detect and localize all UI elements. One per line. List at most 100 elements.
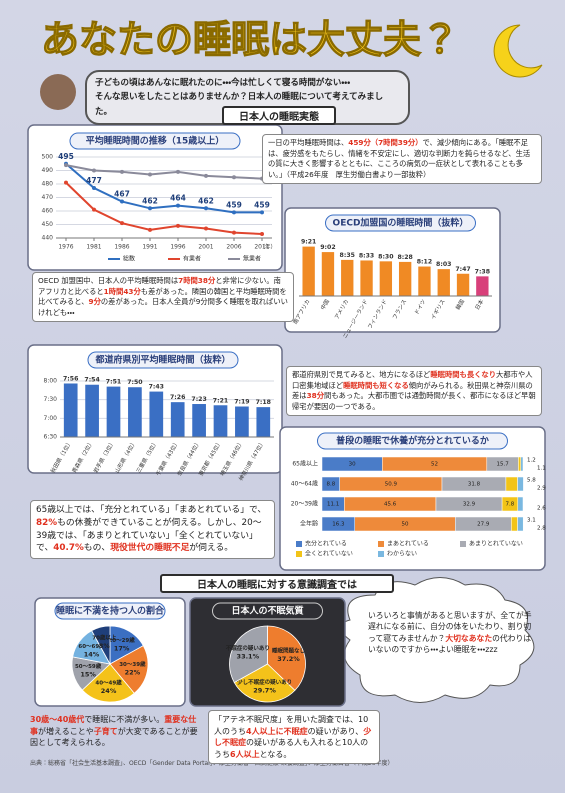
intro-line: そんな思いをしたことはありませんか？日本人の睡眠について考えてみました。 <box>95 92 384 117</box>
emphasis-text: 少し不眠症 <box>214 726 372 748</box>
x-axis-label: （年） <box>259 243 276 251</box>
bar <box>170 402 185 437</box>
body-text: が伺える。 <box>189 543 234 554</box>
data-label: 7:26 <box>170 394 185 401</box>
body-text: の疑いがあり、 <box>307 726 364 736</box>
body-text: の代わりはいないのですから・・・よい睡眠を・・・zzz <box>368 633 532 654</box>
body-text: が大変であることが要因として考えられる。 <box>30 726 198 748</box>
data-label: 50.9 <box>385 482 398 488</box>
bar <box>379 261 393 296</box>
slice-label: 少し不眠症の疑いあり <box>237 678 292 686</box>
data-label: 11.1 <box>327 502 339 508</box>
bar <box>321 252 335 296</box>
note-text: 一日の平均睡眠時間は、459分（7時間39分）で、減少傾向にある。「睡眠不足は、… <box>262 134 542 185</box>
bar <box>63 383 78 437</box>
data-label: 459 <box>226 200 242 209</box>
body-text: 間もあった。大都市圏では通勤時間が長く、都市になるほど早朝帰宅が要因の一つである… <box>292 391 536 411</box>
data-label: 464 <box>170 194 186 203</box>
section-banner: 日本人の睡眠に対する意識調査では <box>160 574 394 593</box>
emphasis-text: 大切なあなた <box>445 633 493 643</box>
legend-swatch <box>296 541 302 547</box>
y-tick-label: 480 <box>42 181 54 188</box>
note-text: 「アテネ不眠尺度」を用いた調査では、10人のうち4人以上に不眠症の疑いがあり、少… <box>208 710 380 765</box>
body-text: もの休養ができていることが伺える。しかし、20〜39歳では、「あまりとれていない… <box>36 517 262 554</box>
data-point <box>92 207 96 212</box>
data-point <box>260 210 264 215</box>
note-text: 30歳〜40歳代で睡眠に不満が多い。重要な仕事が増えることや子育てが大変であるこ… <box>30 714 198 749</box>
bar <box>398 261 412 296</box>
data-point <box>120 169 124 174</box>
data-label: 7:51 <box>106 379 121 386</box>
legend-label: 無業者 <box>243 255 261 263</box>
emphasis-text: 38分 <box>306 391 325 401</box>
data-point <box>260 231 264 236</box>
x-tick-label: 2001 <box>198 244 213 251</box>
body-text: 大都市や人口密集地域ほど <box>292 370 533 390</box>
bar <box>106 386 121 437</box>
bar-segment <box>517 476 524 492</box>
pie-slice <box>81 663 135 703</box>
y-tick-label: 全年齢 <box>300 520 318 528</box>
slice-label: 40〜49歳 <box>95 678 122 686</box>
bar <box>456 273 470 296</box>
data-label: 32.9 <box>463 502 476 508</box>
x-tick-label: 2006 <box>226 244 241 251</box>
note-text: 都道府県別で見てみると、地方になるほど睡眠時間も長くなり大都市や人口密集地域ほど… <box>286 366 542 417</box>
chart-title: 都道府県別平均睡眠時間（抜粋） <box>94 354 230 366</box>
slice-label: 不眠症の疑いあり <box>226 644 270 652</box>
emphasis-text: 現役世代の睡眠不足 <box>110 543 190 554</box>
data-label: 7:38 <box>475 268 490 275</box>
body-text: 65歳以上では、「充分とれている」「まあとれている」で、 <box>36 505 267 515</box>
chart-title: 日本人の不眠気質 <box>231 605 303 617</box>
emphasis-text: 1時間43分 <box>103 286 141 296</box>
body-text: の差があった。日本人全員が9分間多く睡眠を取ればいいけれども・・・ <box>38 297 288 317</box>
y-tick-label: 65歳以上 <box>292 460 318 468</box>
emphasis-text: 睡眠時間も短くなる <box>343 380 409 390</box>
intro-box: 子どもの頃はあんなに眠れたのに・・・今は忙しくて寝る時間がない・・・ そんな思い… <box>85 70 410 126</box>
data-point <box>176 223 180 228</box>
bar <box>341 259 354 296</box>
bar-segment <box>505 476 518 492</box>
slice-label: 睡眠問題なし <box>272 647 306 655</box>
emphasis-text: 459分（7時間39分） <box>348 138 423 147</box>
data-label: 7:19 <box>234 399 249 406</box>
data-label: 30 <box>349 462 356 468</box>
data-label: 33.1% <box>237 652 260 660</box>
bar <box>360 260 373 296</box>
data-label: 7:18 <box>256 399 271 406</box>
bar <box>476 276 489 296</box>
pie-slice <box>229 625 268 684</box>
data-label: 7:21 <box>213 397 228 404</box>
data-label: 7:43 <box>149 384 164 391</box>
moon-icon <box>493 24 543 78</box>
data-label: 31.8 <box>468 482 481 488</box>
intro-line: 子どもの頃はあんなに眠れたのに・・・今は忙しくて寝る時間がない・・・ <box>95 78 351 88</box>
body-text: と非常に少ない。南アフリカと比べると <box>38 276 281 296</box>
y-tick-label: 500 <box>42 154 54 161</box>
x-tick-label: 1981 <box>86 244 101 251</box>
y-tick-label: 470 <box>42 194 54 201</box>
data-label: 459 <box>254 200 270 209</box>
data-label: 9:21 <box>301 239 316 246</box>
x-tick-label: 1986 <box>114 244 129 251</box>
series-line <box>65 164 263 180</box>
data-label: 8:35 <box>340 252 355 259</box>
data-label: 7.8 <box>506 502 515 508</box>
emphasis-text: 睡眠時間も長くなり <box>430 370 497 379</box>
pie-slice <box>91 625 111 665</box>
data-label: 16.3 <box>332 522 345 528</box>
data-label: 462 <box>198 196 214 205</box>
y-tick-label: 6:30 <box>44 434 58 441</box>
body-text: も差があった。隣国の韓国と平均睡眠時間を比べてみると、 <box>38 286 287 307</box>
body-text: 「アテネ不眠尺度」を用いた調査では、10人のうち <box>214 715 369 736</box>
pie-slice <box>267 625 306 691</box>
x-tick-label: 1976 <box>58 244 73 251</box>
data-label: 50 <box>402 522 409 528</box>
legend-swatch <box>378 551 384 557</box>
chart-title-box <box>87 351 239 369</box>
data-label: 8:28 <box>397 254 412 261</box>
data-label: 15% <box>80 670 96 678</box>
data-label: 1.1 <box>537 466 546 472</box>
body-text: 傾向がみられる。秋田県と神奈川県の差は <box>292 380 533 401</box>
body-text: 都道府県別で見てみると、地方になるほど <box>292 370 431 379</box>
